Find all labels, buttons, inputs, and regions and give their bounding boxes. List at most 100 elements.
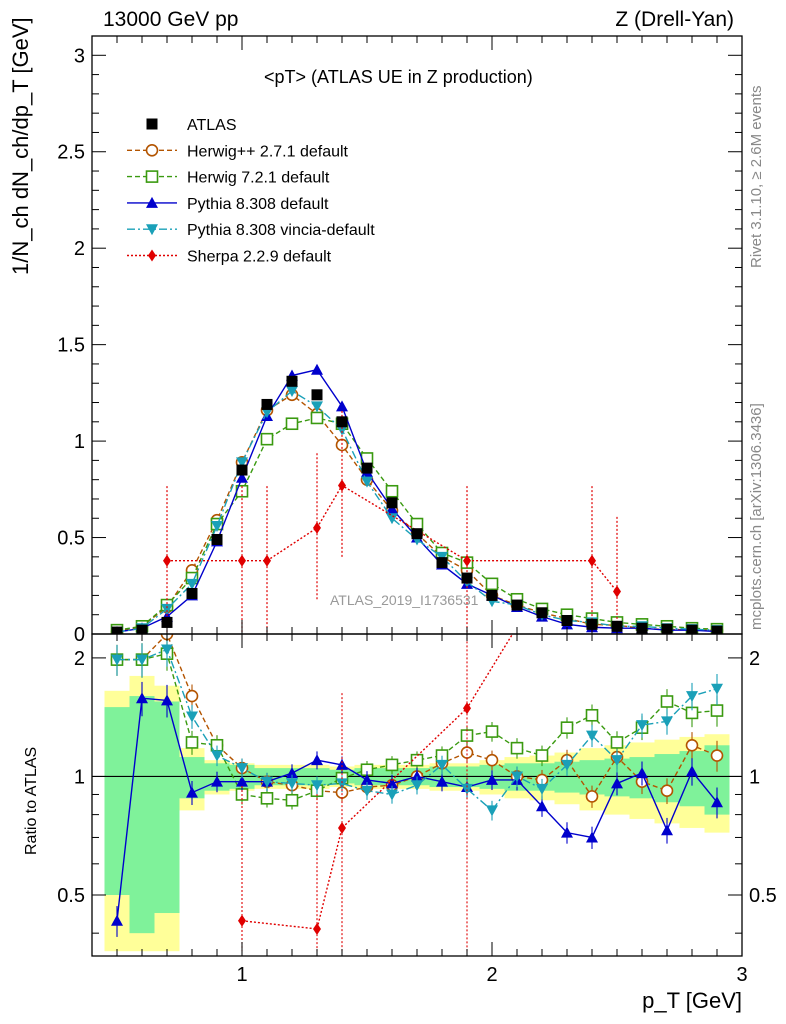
legend-marker — [146, 196, 158, 208]
band-inner — [129, 696, 155, 934]
ratio-tick-label: 1 — [74, 766, 85, 788]
ratio-point-vincia — [561, 759, 573, 771]
ratio-point-herwigpp — [460, 746, 474, 759]
legend-label: Pythia 8.308 default — [187, 196, 329, 213]
ratio-tick-label: 2 — [74, 648, 85, 670]
legend-label: Sherpa 2.2.9 default — [187, 249, 332, 266]
ratio-point-herwig7 — [710, 704, 724, 717]
ratio-point-herwigpp — [660, 784, 674, 798]
point-vincia — [236, 457, 248, 469]
ratio-point-herwig7 — [610, 736, 624, 749]
ratio-point-pythia — [286, 767, 298, 779]
point-sherpa — [163, 554, 171, 567]
y-tick-label: 2.5 — [57, 142, 85, 164]
point-sherpa — [588, 554, 596, 567]
point-atlas — [311, 389, 323, 401]
y-tick-label: 3 — [74, 45, 85, 67]
ratio-point-vincia — [211, 750, 223, 762]
ratio-point-pythia — [311, 754, 323, 766]
header-right: Z (Drell-Yan) — [615, 8, 734, 31]
ratio-point-vincia — [511, 771, 523, 783]
ratio-point-pythia — [611, 777, 623, 789]
point-herwig7 — [385, 484, 399, 498]
legend-label: ATLAS — [187, 117, 237, 134]
band-inner — [104, 707, 130, 895]
ratio-point-herwig7 — [585, 708, 599, 722]
point-atlas — [386, 497, 398, 509]
point-atlas — [361, 462, 373, 474]
ratio-point-sherpa — [313, 922, 321, 935]
ratio-point-pythia — [186, 786, 198, 798]
series-line-sherpa — [167, 484, 618, 593]
ratio-point-pythia — [386, 777, 398, 789]
x-tick-label: 2 — [486, 964, 497, 986]
ratio-point-pythia — [236, 775, 248, 787]
ratio-point-vincia — [611, 755, 623, 767]
point-herwig7 — [260, 432, 274, 446]
ratio-point-herwig7 — [285, 793, 299, 807]
point-sherpa — [313, 521, 321, 534]
point-sherpa — [338, 479, 346, 492]
ratio-point-herwig7 — [260, 792, 274, 805]
ratio-point-herwig7 — [410, 753, 424, 767]
ratio-point-pythia — [486, 773, 498, 785]
ratio-point-vincia — [686, 691, 698, 703]
legend-marker — [148, 249, 156, 262]
legend: ATLAS Herwig++ 2.7.1 default Herwig 7.2.1 … — [127, 117, 375, 266]
point-atlas — [411, 528, 423, 540]
point-atlas — [611, 620, 623, 632]
point-vincia — [286, 385, 298, 397]
ratio-point-sherpa — [238, 914, 246, 927]
point-atlas — [211, 533, 223, 545]
plot-title: <pT> (ATLAS UE in Z production) — [264, 67, 533, 87]
ratio-point-vincia — [636, 720, 648, 732]
ratio-point-herwig7 — [510, 741, 524, 755]
ratio-point-vincia — [661, 716, 673, 728]
ratio-point-pythia — [411, 770, 423, 782]
point-sherpa — [463, 554, 471, 567]
y-tick-label: 1 — [74, 431, 85, 453]
x-tick-label: 3 — [736, 964, 747, 986]
point-pythia — [236, 471, 248, 483]
ratio-point-pythia — [536, 800, 548, 812]
legend-marker — [145, 144, 159, 157]
ratio-point-vincia — [586, 730, 598, 742]
legend-label: Herwig++ 2.7.1 default — [187, 143, 349, 160]
y-tick-label: 1.5 — [57, 335, 85, 357]
legend-label: Herwig 7.2.1 default — [187, 170, 330, 187]
mcplots-label: mcplots.cern.ch [arXiv:1306.3436] — [748, 403, 765, 630]
point-vincia — [386, 513, 398, 525]
ratio-point-herwigpp — [585, 790, 599, 803]
legend-label: Pythia 8.308 vincia-default — [187, 222, 375, 239]
y-tick-label: 0 — [74, 624, 85, 646]
y-tick-label: 2 — [74, 238, 85, 260]
ratio-point-pythia — [586, 831, 598, 843]
point-atlas — [586, 618, 598, 630]
ratio-point-vincia — [411, 780, 423, 792]
ratio-point-vincia — [461, 783, 473, 795]
point-sherpa — [263, 554, 271, 567]
point-atlas — [511, 599, 523, 611]
ratio-tick-label: 0.5 — [57, 885, 85, 907]
ratio-point-vincia — [311, 780, 323, 792]
ratio-point-vincia — [711, 683, 723, 695]
ratio-point-pythia — [561, 826, 573, 838]
ratio-point-vincia — [386, 789, 398, 801]
point-atlas — [461, 572, 473, 584]
ratio-point-vincia — [261, 776, 273, 788]
ratio-point-vincia — [136, 654, 148, 666]
point-atlas — [561, 614, 573, 626]
point-vincia — [186, 578, 198, 590]
ratio-point-vincia — [111, 654, 123, 666]
ratio-tick-label-right: 2 — [749, 648, 760, 670]
point-vincia — [311, 401, 323, 413]
band-inner — [154, 701, 180, 914]
ratio-tick-label-right: 0.5 — [749, 885, 777, 907]
point-pythia — [336, 400, 348, 412]
header-left: 13000 GeV pp — [103, 8, 239, 31]
point-atlas — [261, 398, 273, 410]
ratio-point-pythia — [211, 775, 223, 787]
ratio-point-herwigpp — [185, 689, 199, 703]
ratio-panel-series — [92, 634, 742, 952]
